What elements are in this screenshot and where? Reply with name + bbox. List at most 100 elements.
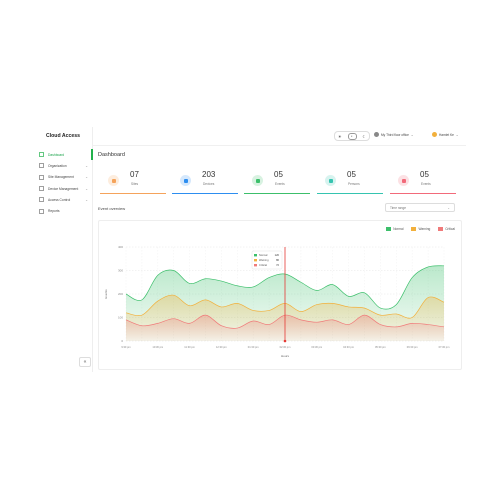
x-tick-label: 05:30 pm bbox=[375, 345, 386, 349]
stat-icon bbox=[398, 175, 409, 186]
stat-value: 05 bbox=[420, 170, 429, 179]
chevron-down-icon: ⌄ bbox=[455, 132, 459, 137]
sidebar-item-label: Device Management bbox=[48, 186, 79, 191]
y-axis-label: Events bbox=[104, 289, 108, 299]
stat-label: Devices bbox=[203, 182, 215, 186]
hover-cursor-dot bbox=[283, 339, 287, 343]
legend-item-warning[interactable]: Warning bbox=[411, 227, 430, 231]
moon-icon[interactable]: ☾ bbox=[362, 133, 367, 139]
app-window: Cloud Access Dashboard Organization ⌄ Site … bbox=[34, 127, 466, 372]
org-icon bbox=[39, 163, 44, 169]
stat-accent-bar bbox=[100, 192, 166, 194]
topbar: ☀ ◐ ☾ My Third floor office ⌄ Hamlet Ke … bbox=[92, 127, 466, 146]
y-tick-label: 200 bbox=[118, 292, 123, 296]
stat-value: 203 bbox=[202, 170, 216, 179]
x-tick-label: 03:30 pm bbox=[311, 345, 322, 349]
legend-label: Critical bbox=[445, 227, 455, 231]
stat-accent-bar bbox=[172, 192, 238, 194]
chevron-down-icon: ⌄ bbox=[85, 175, 88, 180]
stat-card-events[interactable]: 05 Events bbox=[244, 167, 310, 194]
sidebar-item-label: Dashboard bbox=[48, 152, 65, 157]
y-tick-label: 0 bbox=[121, 339, 123, 343]
stat-icon bbox=[108, 175, 119, 186]
avatar bbox=[432, 132, 437, 137]
x-tick-label: 9:30 pm bbox=[121, 345, 130, 349]
theme-toggle[interactable]: ☀ ◐ ☾ bbox=[334, 131, 370, 141]
x-tick-label: 07:30 pm bbox=[439, 345, 450, 349]
sidebar-item-access-control[interactable]: Access Control ⌄ bbox=[34, 194, 92, 205]
y-tick-label: 400 bbox=[118, 245, 123, 249]
chart-legend: Normal Warning Critical bbox=[386, 227, 455, 231]
stat-accent-bar bbox=[390, 192, 456, 194]
x-tick-label: 04:30 pm bbox=[343, 345, 354, 349]
main-content: Dashboard 07 Sites 203 Devices 05 Events 05 Per… bbox=[92, 145, 466, 372]
stat-label: Sites bbox=[131, 182, 139, 186]
tooltip-value: 86 bbox=[276, 258, 279, 262]
stat-card-persons[interactable]: 05 Persons bbox=[317, 167, 383, 194]
stat-card-sites[interactable]: 07 Sites bbox=[100, 167, 166, 194]
chevron-down-icon: ⌄ bbox=[85, 163, 88, 168]
x-tick-label: 10:30 pm bbox=[152, 345, 163, 349]
user-menu[interactable]: Hamlet Ke ⌄ bbox=[432, 132, 459, 137]
event-chart: 0 100 200 300 400 9:30 pm 10:30 pm 11:30 pm 12:3… bbox=[104, 245, 450, 358]
sun-icon[interactable]: ☀ bbox=[337, 133, 342, 139]
x-tick-label: 01:30 pm bbox=[248, 345, 259, 349]
tooltip-value: 120 bbox=[275, 253, 280, 257]
x-tick-label: 02:30 pm bbox=[280, 345, 291, 349]
stat-value: 07 bbox=[130, 170, 139, 179]
legend-item-critical[interactable]: Critical bbox=[438, 227, 455, 231]
stat-value: 05 bbox=[347, 170, 356, 179]
chart-tooltip bbox=[251, 250, 283, 270]
stat-icon bbox=[252, 175, 263, 186]
tooltip-swatch bbox=[254, 254, 257, 257]
stat-icon bbox=[180, 175, 191, 186]
stat-value: 05 bbox=[274, 170, 283, 179]
sidebar-item-reports[interactable]: Reports bbox=[34, 205, 92, 216]
legend-swatch bbox=[411, 227, 417, 231]
site-icon bbox=[39, 174, 44, 180]
legend-label: Normal bbox=[393, 227, 404, 231]
collapse-sidebar-button[interactable]: « bbox=[79, 357, 91, 367]
event-chart-card: Normal Warning Critical 0 100 200 300 400 9:30 … bbox=[98, 220, 462, 370]
stat-card-devices[interactable]: 203 Devices bbox=[172, 167, 238, 194]
sidebar-nav: Dashboard Organization ⌄ Site Management ⌄ De… bbox=[34, 149, 93, 217]
device-icon bbox=[39, 186, 44, 191]
sidebar-item-label: Access Control bbox=[48, 197, 71, 202]
legend-swatch bbox=[386, 227, 392, 231]
sidebar-item-dashboard[interactable]: Dashboard bbox=[34, 149, 93, 161]
sidebar-item-organization[interactable]: Organization ⌄ bbox=[34, 160, 92, 171]
office-selector[interactable]: My Third floor office ⌄ bbox=[374, 132, 414, 137]
legend-label: Warning bbox=[418, 227, 431, 231]
reports-icon bbox=[39, 208, 44, 214]
tooltip-swatch bbox=[254, 264, 257, 267]
stat-label: Persons bbox=[348, 182, 360, 186]
sidebar: Cloud Access Dashboard Organization ⌄ Site … bbox=[34, 127, 93, 372]
chevron-down-icon: ⌄ bbox=[85, 186, 88, 191]
sidebar-item-site-management[interactable]: Site Management ⌄ bbox=[34, 172, 92, 183]
auto-theme-icon[interactable]: ◐ bbox=[347, 132, 357, 140]
legend-item-normal[interactable]: Normal bbox=[386, 227, 403, 231]
stat-card-events[interactable]: 05 Events bbox=[390, 167, 456, 194]
y-tick-label: 300 bbox=[118, 269, 123, 273]
x-tick-label: 12:30 pm bbox=[216, 345, 227, 349]
sidebar-item-label: Site Management bbox=[48, 175, 74, 180]
chevron-down-icon: ⌄ bbox=[447, 205, 450, 210]
access-icon bbox=[39, 197, 44, 203]
tooltip-value: 72 bbox=[276, 263, 279, 267]
x-tick-label: 11:30 pm bbox=[184, 345, 195, 349]
time-range-select[interactable]: Time range ⌄ bbox=[385, 203, 455, 212]
stat-icon bbox=[325, 175, 336, 186]
chevron-down-icon: ⌄ bbox=[85, 197, 88, 202]
tooltip-label: Critical bbox=[259, 263, 267, 267]
sidebar-item-label: Organization bbox=[48, 163, 67, 168]
building-icon bbox=[374, 132, 379, 137]
stat-label: Events bbox=[275, 182, 285, 186]
legend-swatch bbox=[438, 227, 444, 231]
x-axis-label: Hours bbox=[281, 354, 290, 358]
user-label: Hamlet Ke bbox=[439, 132, 454, 137]
sidebar-item-label: Reports bbox=[48, 209, 60, 214]
sidebar-item-device-management[interactable]: Device Management ⌄ bbox=[34, 183, 92, 194]
time-range-placeholder: Time range bbox=[390, 205, 407, 210]
y-tick-label: 100 bbox=[118, 316, 123, 320]
app-title: Cloud Access bbox=[45, 133, 81, 139]
